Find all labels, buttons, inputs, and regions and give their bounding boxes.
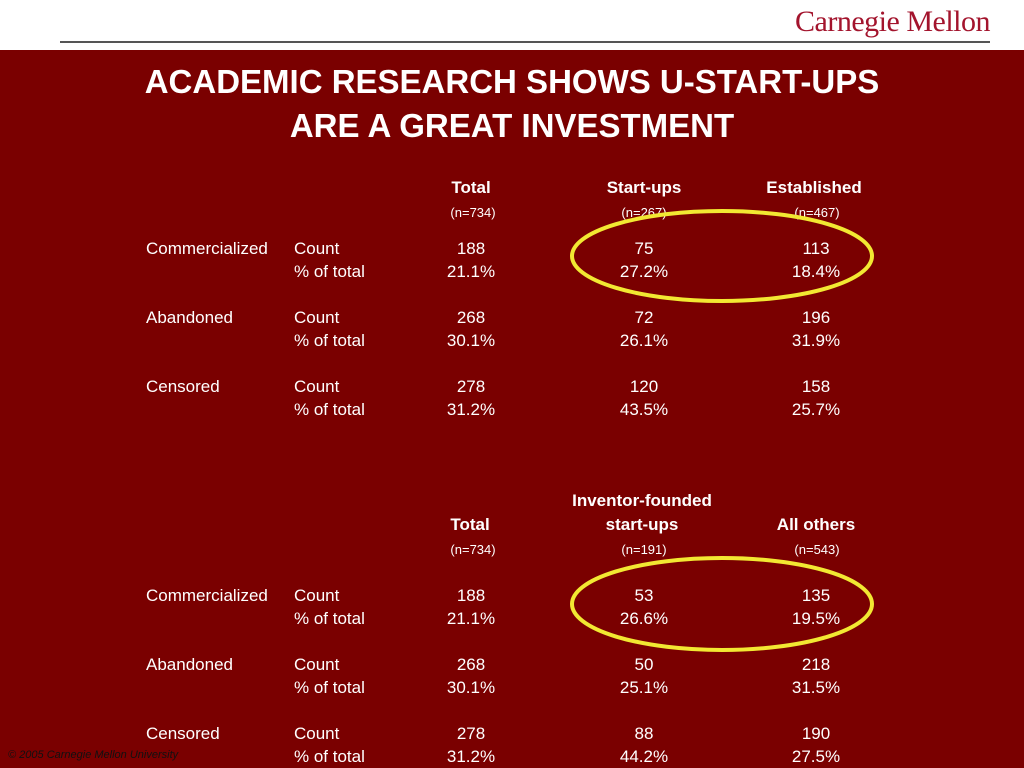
cell-value: 188 [456, 239, 486, 258]
header-divider [60, 41, 990, 43]
cell-value: 268 [456, 655, 486, 674]
n-total: (n=734) [450, 542, 496, 557]
n-established: (n=467) [794, 205, 840, 220]
n-inventor-founded: (n=191) [621, 542, 667, 557]
measure-label-pct: % of total [294, 262, 365, 281]
carnegie-mellon-logo: Carnegie Mellon [795, 5, 990, 38]
cell-value: 190 [801, 724, 831, 743]
cell-value: 31.9% [791, 331, 841, 350]
measure-label-pct: % of total [294, 400, 365, 419]
cell-value: 158 [801, 377, 831, 396]
measure-label-pct: % of total [294, 747, 365, 766]
cell-value: 120 [629, 377, 659, 396]
cell-value: 26.6% [619, 609, 669, 628]
n-total: (n=734) [450, 205, 496, 220]
cell-value: 135 [801, 586, 831, 605]
measure-label-pct: % of total [294, 609, 365, 628]
cell-value: 44.2% [619, 747, 669, 766]
cell-value: 53 [634, 586, 654, 605]
cell-value: 30.1% [446, 331, 496, 350]
column-header-all-others: All others [776, 515, 856, 534]
measure-label-count: Count [294, 586, 340, 605]
n-all-others: (n=543) [794, 542, 840, 557]
cell-value: 50 [634, 655, 654, 674]
cell-value: 30.1% [446, 678, 496, 697]
n-start-ups: (n=267) [621, 205, 667, 220]
cell-value: 31.5% [791, 678, 841, 697]
measure-label-count: Count [294, 377, 340, 396]
cell-value: 75 [634, 239, 654, 258]
cell-value: 25.7% [791, 400, 841, 419]
measure-label-pct: % of total [294, 331, 365, 350]
cell-value: 43.5% [619, 400, 669, 419]
cell-value: 27.2% [619, 262, 669, 281]
copyright-footer: © 2005 Carnegie Mellon University [8, 749, 179, 761]
measure-label-count: Count [294, 239, 340, 258]
column-header-start-ups: Start-ups [606, 178, 682, 197]
cell-value: 88 [634, 724, 654, 743]
column-header-inventor-founded-line-2: start-ups [605, 515, 679, 534]
measure-label-pct: % of total [294, 678, 365, 697]
slide-title: ACADEMIC RESEARCH SHOWS U-START-UPS ARE … [0, 60, 1024, 148]
cell-value: 21.1% [446, 262, 496, 281]
cell-value: 218 [801, 655, 831, 674]
column-header-total: Total [450, 515, 490, 534]
measure-label-count: Count [294, 655, 340, 674]
cell-value: 19.5% [791, 609, 841, 628]
row-label-abandoned: Abandoned [146, 308, 233, 327]
row-label-censored: Censored [146, 724, 220, 743]
cell-value: 18.4% [791, 262, 841, 281]
cell-value: 31.2% [446, 400, 496, 419]
cell-value: 113 [802, 239, 830, 258]
row-label-commercialized: Commercialized [146, 586, 268, 605]
cell-value: 21.1% [446, 609, 496, 628]
cell-value: 188 [456, 586, 486, 605]
column-header-established: Established [766, 178, 862, 197]
column-header-inventor-founded-line-1: Inventor-founded [572, 491, 712, 510]
measure-label-count: Count [294, 308, 340, 327]
cell-value: 26.1% [619, 331, 669, 350]
column-header-total: Total [451, 178, 491, 197]
row-label-abandoned: Abandoned [146, 655, 233, 674]
cell-value: 25.1% [619, 678, 669, 697]
row-label-commercialized: Commercialized [146, 239, 268, 258]
row-label-censored: Censored [146, 377, 220, 396]
slide-title-line-1: ACADEMIC RESEARCH SHOWS U-START-UPS [144, 63, 880, 100]
cell-value: 196 [801, 308, 831, 327]
cell-value: 278 [456, 724, 486, 743]
header-bar: Carnegie Mellon [0, 0, 1024, 50]
cell-value: 72 [634, 308, 654, 327]
cell-value: 27.5% [791, 747, 841, 766]
cell-value: 31.2% [446, 747, 496, 766]
measure-label-count: Count [294, 724, 340, 743]
cell-value: 278 [456, 377, 486, 396]
cell-value: 268 [456, 308, 486, 327]
slide-title-line-2: ARE A GREAT INVESTMENT [289, 107, 735, 144]
